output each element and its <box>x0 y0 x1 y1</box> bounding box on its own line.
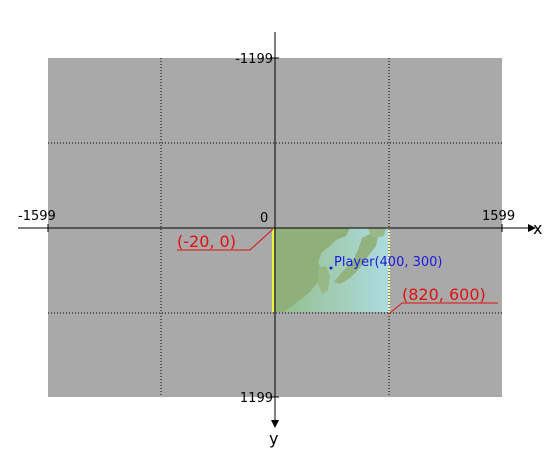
continent-land <box>273 228 350 312</box>
peninsula-land <box>318 266 330 294</box>
x-axis-label: x <box>533 219 542 238</box>
y-axis-arrow-icon <box>271 420 279 428</box>
north-island-land <box>368 228 386 238</box>
player-marker: Player(400, 300) <box>329 255 443 270</box>
top-left-annotation: (-20, 0) <box>177 228 274 251</box>
y-max-label: 1199 <box>240 391 273 406</box>
x-min-label: -1599 <box>18 209 56 224</box>
y-min-label: -1199 <box>235 52 273 67</box>
grid-lines <box>48 58 502 397</box>
player-dot-icon <box>329 266 333 270</box>
x-max-label: 1599 <box>482 209 515 224</box>
player-label: Player(400, 300) <box>334 255 443 270</box>
origin-label: 0 <box>260 211 268 226</box>
x-axis-arrow-icon <box>528 224 536 232</box>
bottom-right-annotation: (820, 600) <box>389 285 498 314</box>
top-left-label: (-20, 0) <box>177 232 236 251</box>
y-axis <box>271 32 279 428</box>
x-axis <box>18 224 536 232</box>
y-axis-label: y <box>269 429 278 448</box>
island-land <box>334 234 378 284</box>
map-region <box>272 228 390 312</box>
bottom-right-label: (820, 600) <box>402 285 486 304</box>
